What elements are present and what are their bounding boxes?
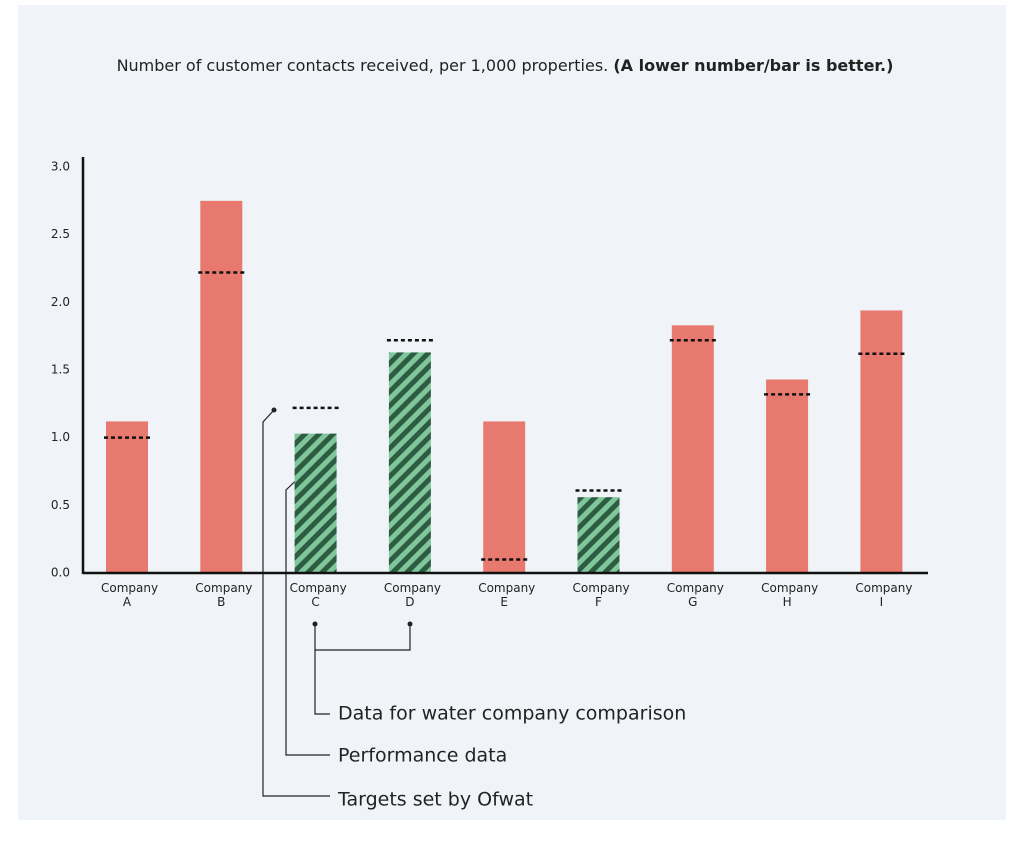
chart-title: Number of customer contacts received, pe… <box>117 56 894 75</box>
x-tick-label: Company E <box>478 581 536 609</box>
x-tick-label: Company G <box>666 581 724 609</box>
y-tick-label: 2.5 <box>51 227 70 241</box>
x-tick-label: Company I <box>855 581 913 609</box>
y-tick-label: 2.0 <box>51 295 70 309</box>
y-tick-label: 0.5 <box>51 498 70 512</box>
bar <box>671 325 714 573</box>
bar <box>766 379 809 573</box>
annotation: Data for water company comparison <box>338 703 686 725</box>
x-tick-label: Company D <box>383 581 441 609</box>
y-tick-label: 1.5 <box>51 363 70 377</box>
panel <box>18 5 1006 820</box>
y-tick-label: 3.0 <box>51 160 70 174</box>
bar <box>294 433 337 573</box>
x-tick-label: Company B <box>195 581 253 609</box>
x-tick-label: Company F <box>572 581 630 609</box>
bar <box>200 200 243 574</box>
x-tick-label: Company A <box>101 581 159 609</box>
y-tick-label: 1.0 <box>51 430 70 444</box>
bar <box>106 421 148 573</box>
x-tick-label: Company H <box>761 581 819 609</box>
annotation: Performance data <box>338 745 507 767</box>
title-note: (A lower number/bar is better.) <box>613 56 893 75</box>
bar <box>483 421 526 573</box>
bar <box>577 497 620 573</box>
title: Number of customer contacts received, pe… <box>117 56 609 75</box>
y-tick-label: 0.0 <box>51 566 70 580</box>
annotation: Targets set by Ofwat <box>337 789 533 811</box>
bar <box>388 352 431 573</box>
bar <box>860 310 903 573</box>
x-tick-label: Company C <box>289 581 347 609</box>
